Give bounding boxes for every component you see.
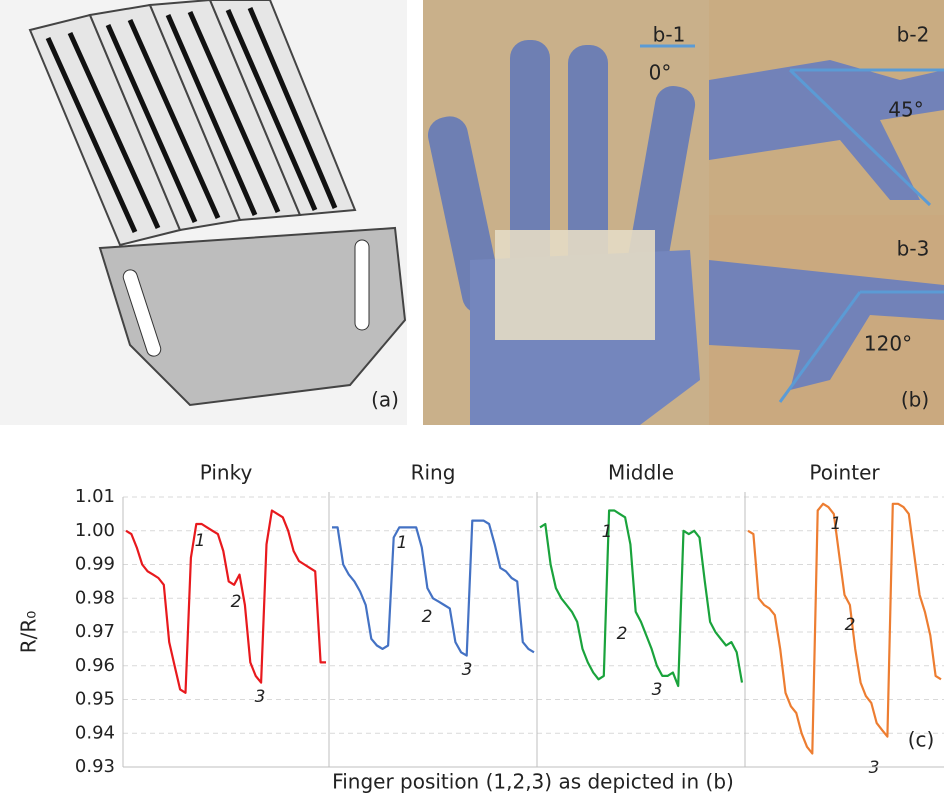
panel-title: Ring [411, 461, 456, 485]
panel-label: (b) [901, 388, 929, 412]
panel-title: Pointer [809, 461, 880, 485]
annotation: 3 [869, 758, 880, 778]
view-name: b-3 [897, 237, 930, 261]
y-tick-label: 0.97 [75, 621, 115, 642]
angle-label: 120° [864, 332, 912, 356]
annotation: 1 [397, 533, 408, 553]
annotation: 2 [617, 624, 628, 644]
photo-b2 [709, 0, 944, 215]
y-tick-label: 1.01 [75, 486, 115, 507]
annotation: 2 [231, 592, 242, 612]
annotation: 3 [462, 660, 473, 680]
y-tick-label: 0.93 [75, 756, 115, 777]
photo-b3 [709, 215, 944, 425]
annotation: 3 [255, 687, 266, 707]
data-line [125, 509, 326, 694]
view-name: b-1 [653, 23, 686, 47]
angle-label: 45° [888, 98, 923, 122]
annotation: 1 [602, 522, 613, 542]
y-axis-label: R/R₀ [17, 611, 41, 654]
annotation: 2 [845, 615, 856, 635]
x-axis-label: Finger position (1,2,3) as depicted in (… [332, 770, 734, 794]
angle-label: 0° [649, 61, 672, 85]
annotation: 2 [422, 607, 433, 627]
panel-label: (c) [908, 728, 935, 752]
photo-b1 [423, 0, 709, 425]
y-tick-label: 0.99 [75, 554, 115, 575]
view-name: b-2 [897, 23, 930, 47]
y-tick-label: 0.94 [75, 722, 115, 743]
y-tick-label: 0.96 [75, 655, 115, 676]
data-line [747, 502, 942, 755]
panel-title: Middle [608, 461, 674, 485]
y-tick-label: 0.98 [75, 587, 115, 608]
annotation: 1 [831, 514, 842, 534]
y-tick-label: 1.00 [75, 520, 115, 541]
annotation: 1 [195, 531, 206, 551]
data-line [332, 519, 535, 657]
cad-render [0, 0, 407, 425]
annotation: 3 [652, 680, 663, 700]
y-tick-label: 0.95 [75, 689, 115, 710]
panel-title: Pinky [200, 461, 253, 485]
data-line [539, 509, 744, 688]
panel-label: (a) [371, 388, 399, 412]
